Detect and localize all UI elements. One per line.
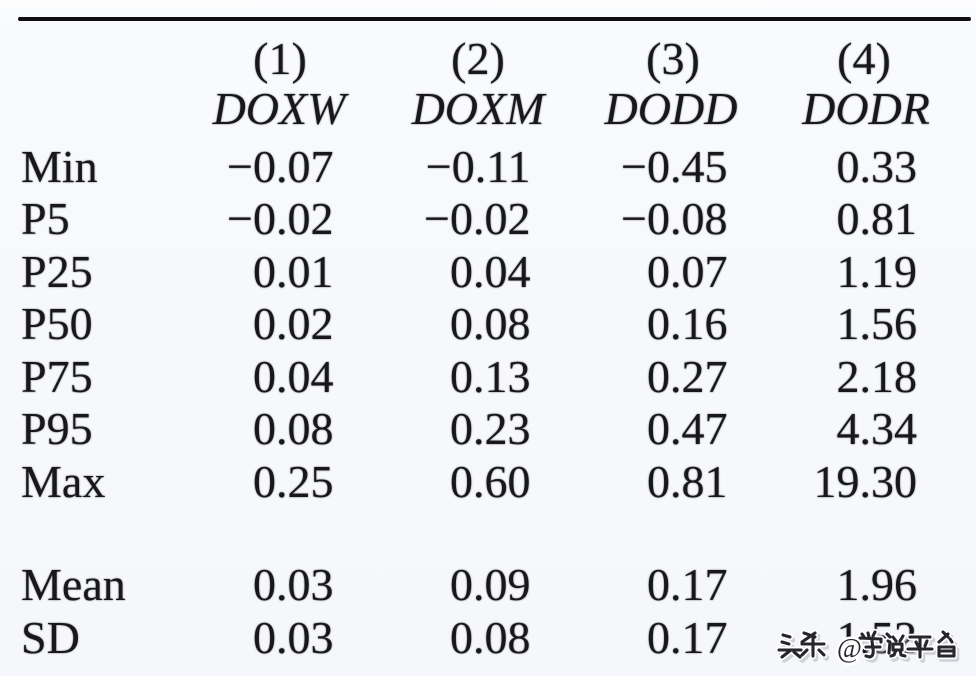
svg-text:@: @ <box>837 633 862 663</box>
